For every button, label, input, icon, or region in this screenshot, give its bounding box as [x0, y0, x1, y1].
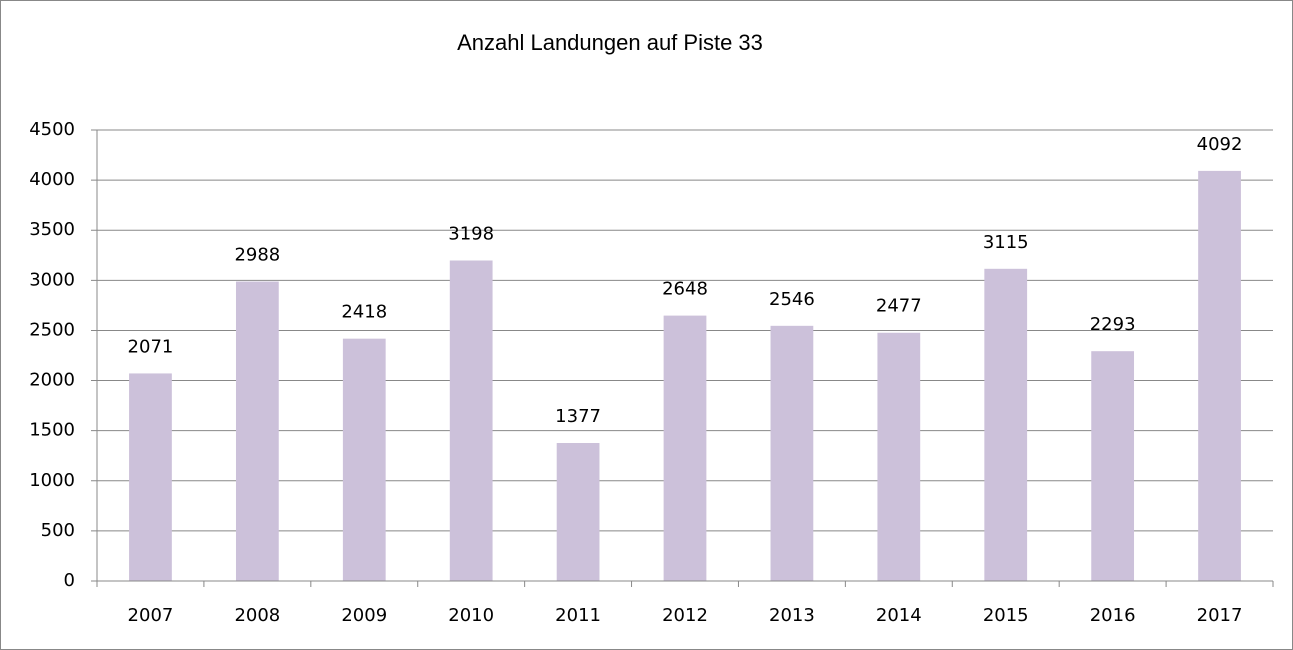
bar: [877, 332, 921, 581]
y-tick-label: 500: [41, 520, 75, 541]
bar: [235, 281, 279, 581]
y-tick-label: 1500: [29, 420, 75, 441]
y-tick-label: 4500: [29, 119, 75, 140]
y-tick-label: 1000: [29, 470, 75, 491]
bar: [1091, 351, 1135, 581]
y-tick-label: 2500: [29, 319, 75, 340]
bar: [342, 338, 386, 581]
data-label: 2071: [128, 336, 174, 357]
chart-title: Anzahl Landungen auf Piste 33: [457, 30, 763, 55]
x-tick-label: 2016: [1090, 605, 1136, 626]
bar: [1198, 170, 1241, 581]
x-tick-label: 2017: [1197, 605, 1243, 626]
y-tick-label: 3500: [29, 219, 75, 240]
bar: [556, 442, 600, 581]
x-tick-label: 2010: [448, 605, 494, 626]
x-tick-label: 2012: [662, 605, 708, 626]
data-label: 2546: [769, 289, 815, 310]
y-tick-label: 2000: [29, 370, 75, 391]
data-label: 2293: [1090, 314, 1136, 335]
bar: [129, 373, 172, 581]
y-tick-label: 0: [64, 570, 75, 591]
bar: [770, 325, 814, 581]
data-label: 3198: [448, 223, 494, 244]
data-label: 3115: [983, 232, 1029, 253]
data-label: 2648: [662, 279, 708, 300]
data-label: 2418: [341, 302, 387, 323]
bar: [663, 315, 707, 581]
data-label: 2477: [876, 296, 922, 317]
x-tick-label: 2011: [555, 605, 601, 626]
y-tick-label: 3000: [29, 269, 75, 290]
x-tick-label: 2007: [128, 605, 174, 626]
data-label: 2988: [234, 245, 280, 266]
data-label: 4092: [1197, 134, 1243, 155]
x-tick-label: 2015: [983, 605, 1029, 626]
data-label: 1377: [555, 406, 601, 427]
bar: [984, 268, 1028, 581]
x-tick-label: 2009: [341, 605, 387, 626]
x-tick-label: 2014: [876, 605, 922, 626]
x-tick-label: 2013: [769, 605, 815, 626]
bar: [449, 260, 493, 581]
y-tick-label: 4000: [29, 169, 75, 190]
x-tick-label: 2008: [234, 605, 280, 626]
